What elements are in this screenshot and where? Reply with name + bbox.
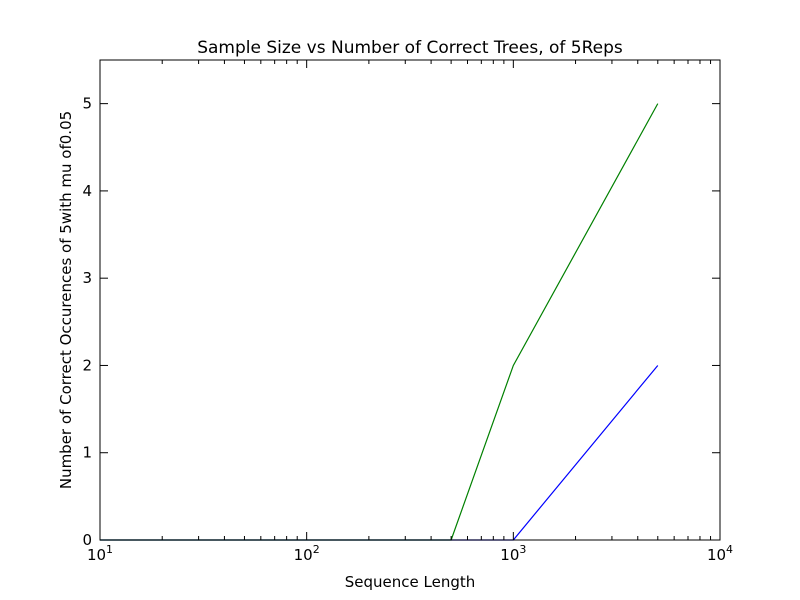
x-tick-base: 10: [294, 546, 313, 564]
y-tick-label: 2: [82, 356, 92, 374]
series-line-2: [100, 103, 659, 541]
x-tick-base: 10: [87, 546, 106, 564]
y-axis-label: Number of Correct Occurences of 5with mu…: [57, 111, 75, 489]
y-tick-label: 5: [82, 95, 92, 113]
x-tick-exponent: 2: [313, 543, 320, 556]
plot-frame: [99, 59, 721, 541]
y-tick-label: 0: [82, 531, 92, 549]
chart-title: Sample Size vs Number of Correct Trees, …: [197, 38, 623, 58]
x-tick-exponent: 4: [726, 543, 733, 556]
x-tick-base: 10: [707, 546, 726, 564]
x-tick-exponent: 1: [106, 543, 113, 556]
x-tick-label: 104: [707, 543, 733, 564]
series-layer: [100, 103, 659, 541]
series-line-1: [100, 365, 659, 541]
x-tick-base: 10: [500, 546, 519, 564]
x-axis-label: Sequence Length: [345, 573, 476, 591]
y-tick-label: 3: [82, 269, 92, 287]
x-axis-ticks: 101 102 103 104: [87, 60, 733, 564]
x-tick-exponent: 3: [519, 543, 526, 556]
x-tick-label: 102: [294, 543, 320, 564]
x-tick-label: 103: [500, 543, 526, 564]
y-axis-ticks: 0 1 2 3 4 5: [82, 95, 720, 549]
x-tick-label: 101: [87, 543, 113, 564]
y-tick-label: 4: [82, 182, 92, 200]
y-tick-label: 1: [82, 444, 92, 462]
